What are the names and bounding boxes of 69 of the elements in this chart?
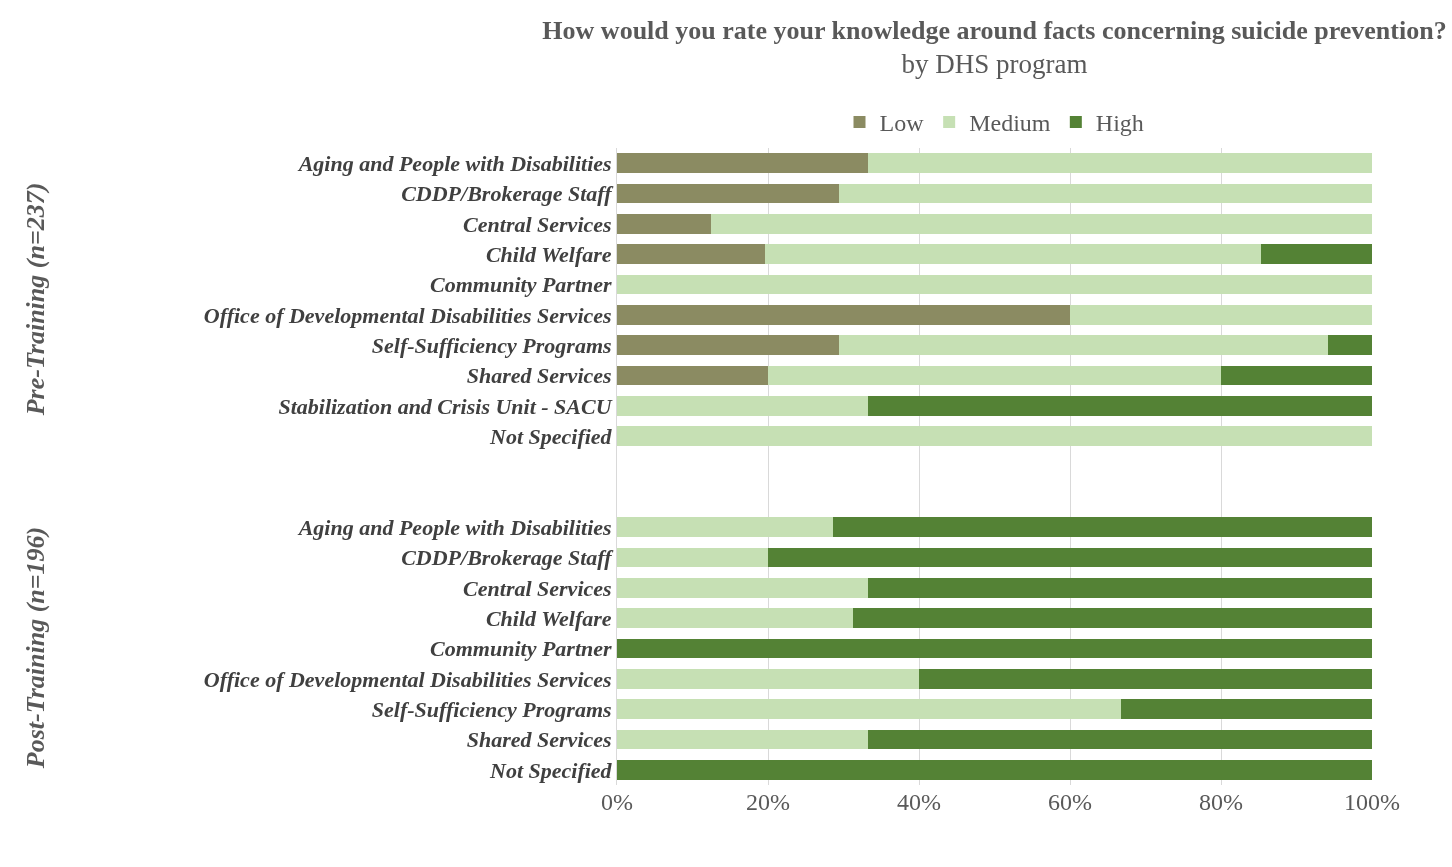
bar bbox=[711, 213, 1372, 234]
chart-subtitle: by DHS program bbox=[901, 48, 1088, 79]
legend-label: Medium bbox=[969, 110, 1051, 137]
y-tick-label: Stabilization and Crisis Unit - SACU bbox=[278, 393, 613, 419]
y-tick-label: Aging and People with Disabilities bbox=[296, 150, 612, 176]
bar bbox=[1261, 244, 1372, 265]
y-tick-label: Office of Developmental Disabilities Services bbox=[203, 666, 612, 692]
x-tick-label: 40% bbox=[897, 789, 941, 815]
y-tick-label: Central Services bbox=[463, 211, 612, 237]
bar bbox=[617, 638, 1372, 659]
bar bbox=[617, 547, 768, 568]
y-tick-label: Child Welfare bbox=[485, 605, 612, 631]
bar bbox=[764, 244, 1262, 265]
chart-title: How would you rate your knowledge around facts concerning suicide prevention? bbox=[542, 16, 1447, 46]
bar bbox=[617, 608, 854, 629]
bar bbox=[617, 213, 712, 234]
bar bbox=[1120, 699, 1372, 720]
bar bbox=[1221, 365, 1372, 386]
y-tick-label: Not Specified bbox=[489, 757, 613, 783]
bar bbox=[868, 395, 1372, 416]
bar bbox=[919, 668, 1372, 689]
bar bbox=[617, 759, 1372, 780]
bar bbox=[853, 608, 1372, 629]
text: Pre-Training (n=237) bbox=[20, 182, 50, 417]
y-tick-label: Shared Services bbox=[466, 363, 612, 389]
y-tick-label: Aging and People with Disabilities bbox=[296, 514, 612, 540]
bar bbox=[617, 274, 1372, 295]
x-tick-label: 20% bbox=[746, 789, 790, 815]
bar bbox=[617, 426, 1372, 447]
text: Post-Training (n=196) bbox=[21, 526, 51, 770]
bar bbox=[617, 729, 869, 750]
bar bbox=[617, 153, 869, 174]
y-tick-label: CDDP/Brokerage Staff bbox=[401, 545, 615, 571]
bar bbox=[868, 729, 1372, 750]
legend-label: Low bbox=[879, 110, 925, 137]
bar bbox=[868, 153, 1372, 174]
y-tick-label: Not Specified bbox=[489, 423, 613, 449]
x-tick-label: 80% bbox=[1199, 789, 1243, 815]
bar bbox=[768, 365, 1221, 386]
y-tick-label: Community Partner bbox=[430, 272, 613, 298]
bar bbox=[617, 183, 839, 204]
bar bbox=[617, 304, 1070, 325]
bar bbox=[617, 365, 768, 386]
bar bbox=[1070, 304, 1372, 325]
y-tick-label: Community Partner bbox=[430, 636, 613, 662]
y-tick-label: Self-Sufficiency Programs bbox=[371, 332, 612, 358]
bar bbox=[617, 699, 1121, 720]
x-tick-label: 60% bbox=[1048, 789, 1092, 815]
bar bbox=[617, 517, 833, 538]
bar bbox=[617, 395, 869, 416]
bar bbox=[617, 244, 765, 265]
bar bbox=[617, 668, 919, 689]
y-tick-label: Office of Developmental Disabilities Services bbox=[203, 302, 612, 328]
bar bbox=[868, 577, 1372, 598]
bar bbox=[768, 547, 1372, 568]
bar bbox=[617, 577, 869, 598]
legend-label: High bbox=[1095, 110, 1144, 137]
bar bbox=[838, 335, 1329, 356]
y-tick-label: Child Welfare bbox=[485, 241, 612, 267]
y-tick-label: Central Services bbox=[463, 575, 612, 601]
y-tick-label: Self-Sufficiency Programs bbox=[371, 696, 612, 722]
bar bbox=[617, 335, 839, 356]
bar bbox=[832, 517, 1372, 538]
x-tick-label: 100% bbox=[1344, 789, 1400, 815]
y-tick-label: Shared Services bbox=[466, 727, 612, 753]
bar bbox=[838, 183, 1372, 204]
bar bbox=[1328, 335, 1372, 356]
x-tick-label: 0% bbox=[601, 789, 633, 815]
y-tick-label: CDDP/Brokerage Staff bbox=[401, 181, 615, 207]
